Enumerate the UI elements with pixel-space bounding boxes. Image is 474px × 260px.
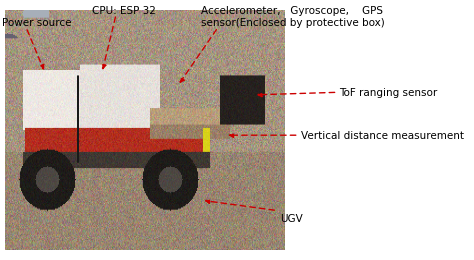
Text: Accelerometer,   Gyroscope,    GPS
sensor(Enclosed by protective box): Accelerometer, Gyroscope, GPS sensor(Enc… bbox=[201, 6, 385, 28]
Text: ToF ranging sensor: ToF ranging sensor bbox=[339, 88, 437, 98]
Text: Power source: Power source bbox=[2, 18, 72, 28]
Text: Vertical distance measurement: Vertical distance measurement bbox=[301, 131, 464, 141]
Text: CPU: ESP 32: CPU: ESP 32 bbox=[92, 6, 156, 16]
Text: UGV: UGV bbox=[280, 214, 302, 224]
